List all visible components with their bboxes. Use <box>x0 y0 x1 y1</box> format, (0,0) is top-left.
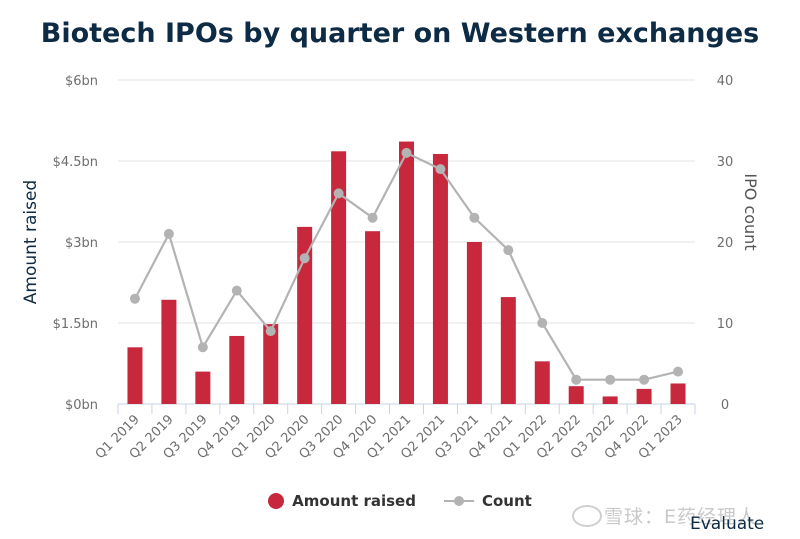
y-axis-title-left: Amount raised <box>21 180 41 304</box>
bar-amount-raised <box>263 324 279 404</box>
point-count <box>469 212 480 223</box>
legend-item-count[interactable]: Count <box>443 492 532 510</box>
y-tick-label-left: $6bn <box>65 74 98 89</box>
legend-count-label: Count <box>481 492 532 510</box>
point-count <box>231 285 242 296</box>
point-count <box>639 374 650 385</box>
bar-amount-raised <box>365 231 381 404</box>
bar-amount-raised <box>127 347 143 404</box>
legend-bar-swatch <box>268 493 285 509</box>
point-count <box>333 188 344 199</box>
bar-amount-raised <box>432 153 448 404</box>
bar-amount-raised <box>602 396 618 404</box>
point-count <box>401 147 412 158</box>
point-count <box>605 374 616 385</box>
point-count <box>163 228 174 239</box>
bar-amount-raised <box>568 386 584 404</box>
bar-amount-raised <box>636 388 652 404</box>
watermark-icon <box>572 505 602 527</box>
bar-amount-raised <box>195 371 211 404</box>
bar-amount-raised <box>670 383 686 404</box>
point-count <box>503 245 514 256</box>
y-tick-label-right: 0 <box>721 398 729 413</box>
y-tick-label-right: 30 <box>717 155 734 170</box>
y-tick-label-left: $4.5bn <box>53 155 98 170</box>
bar-amount-raised <box>331 151 347 404</box>
legend: Amount raised Count <box>0 492 800 510</box>
y-tick-label-left: $3bn <box>65 236 98 251</box>
point-count <box>299 253 310 264</box>
point-count <box>197 342 208 353</box>
y-tick-label-right: 40 <box>717 74 734 89</box>
bar-amount-raised <box>500 297 516 404</box>
bar-amount-raised <box>466 242 482 404</box>
chart-title: Biotech IPOs by quarter on Western excha… <box>40 18 760 49</box>
point-count <box>129 293 140 304</box>
bar-amount-raised <box>297 226 313 404</box>
point-count <box>265 326 276 337</box>
source-label: Evaluate <box>690 514 765 534</box>
bar-amount-raised <box>399 141 414 404</box>
legend-line-swatch <box>443 493 474 509</box>
bar-amount-raised <box>229 335 245 404</box>
legend-amount-label: Amount raised <box>292 492 416 510</box>
y-axis-title-right: IPO count <box>741 173 760 250</box>
point-count <box>571 374 582 385</box>
point-count <box>367 212 378 223</box>
bar-amount-raised <box>161 299 177 404</box>
point-count <box>673 366 684 377</box>
y-tick-label-right: 20 <box>717 236 734 251</box>
y-tick-label-right: 10 <box>717 317 734 332</box>
point-count <box>435 164 446 175</box>
y-tick-label-left: $0bn <box>65 398 98 413</box>
point-count <box>537 318 548 328</box>
bar-amount-raised <box>534 361 550 404</box>
y-tick-label-left: $1.5bn <box>53 317 98 332</box>
watermark-text: 雪球：E药经理人 <box>604 506 758 528</box>
legend-item-amount[interactable]: Amount raised <box>268 492 416 510</box>
